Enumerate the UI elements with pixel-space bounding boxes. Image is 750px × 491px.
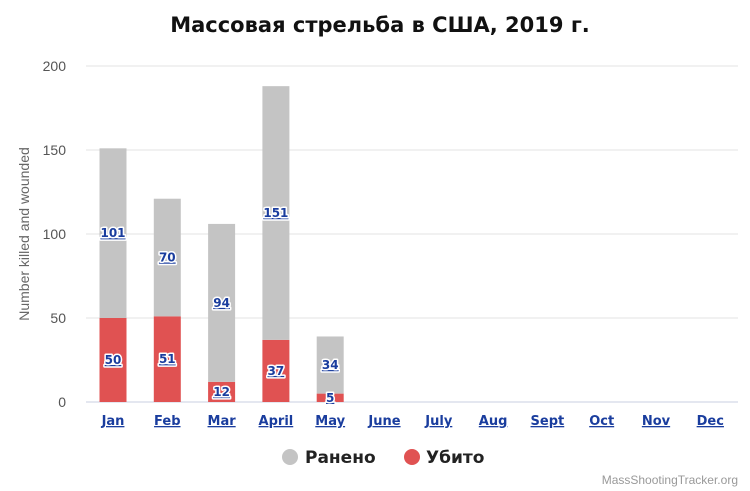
bar-killed-april[interactable] xyxy=(262,339,290,402)
y-axis-label: Number killed and wounded xyxy=(16,147,32,321)
legend-swatch-ranено[interactable] xyxy=(282,449,298,465)
data-label-killed[interactable]: 37 xyxy=(266,362,286,379)
data-label-wounded[interactable]: 101 xyxy=(99,225,127,242)
bar-killed-jan[interactable] xyxy=(99,318,127,402)
data-label-killed[interactable]: 50 xyxy=(103,352,123,369)
x-tick-label-may[interactable]: May xyxy=(315,414,345,429)
y-tick-label: 200 xyxy=(43,58,67,74)
bar-wounded-feb[interactable] xyxy=(153,198,181,317)
data-label-wounded[interactable]: 34 xyxy=(320,357,340,374)
gridlines xyxy=(86,65,738,403)
data-label-killed[interactable]: 12 xyxy=(212,383,232,400)
x-tick-label-sept[interactable]: Sept xyxy=(531,414,565,429)
data-label-wounded[interactable]: 94 xyxy=(212,294,232,311)
x-tick-label-dec[interactable]: Dec xyxy=(697,414,724,429)
data-label-wounded[interactable]: 151 xyxy=(262,205,290,222)
chart-title: Массовая стрельба в США, 2019 г. xyxy=(170,13,590,37)
y-tick-label: 0 xyxy=(58,394,66,410)
legend[interactable]: Ранено Убито xyxy=(282,448,484,468)
x-tick-label-oct[interactable]: Oct xyxy=(589,414,614,429)
data-label-killed[interactable]: 5 xyxy=(325,389,336,406)
y-tick-label: 150 xyxy=(43,142,67,158)
x-tick-label-june[interactable]: June xyxy=(367,414,400,429)
x-tick-label-aug[interactable]: Aug xyxy=(479,414,508,429)
data-label-wounded[interactable]: 70 xyxy=(157,249,177,266)
credit-text[interactable]: MassShootingTracker.org xyxy=(602,473,738,487)
bar-wounded-jan[interactable] xyxy=(99,148,127,318)
bar-wounded-april[interactable] xyxy=(262,86,290,340)
bars xyxy=(99,86,344,402)
legend-label-killed[interactable]: Убито xyxy=(426,448,484,468)
x-tick-label-jan[interactable]: Jan xyxy=(101,414,125,429)
x-tick-label-feb[interactable]: Feb xyxy=(154,414,180,429)
y-axis-ticks: 0 50 100 150 200 xyxy=(43,58,67,410)
y-tick-label: 100 xyxy=(43,226,67,242)
x-axis-ticks: Jan Feb Mar April May June July Aug Sept Oct Nov De… xyxy=(101,414,724,429)
y-tick-label: 50 xyxy=(50,310,66,326)
bar-killed-feb[interactable] xyxy=(153,316,181,402)
bar-wounded-mar[interactable] xyxy=(208,223,236,382)
data-labels: 50 101 51 70 12 94 37 151 5 34 xyxy=(99,205,340,407)
x-tick-label-nov[interactable]: Nov xyxy=(642,414,671,429)
legend-label-wounded[interactable]: Ранено xyxy=(305,448,376,468)
bar-killed-may[interactable] xyxy=(316,393,344,402)
bar-wounded-may[interactable] xyxy=(316,336,344,394)
x-tick-label-april[interactable]: April xyxy=(259,414,294,429)
x-tick-label-july[interactable]: July xyxy=(424,414,453,429)
data-label-killed[interactable]: 51 xyxy=(157,351,177,368)
bar-killed-mar[interactable] xyxy=(208,381,236,402)
legend-swatch-killed[interactable] xyxy=(404,449,420,465)
x-tick-label-mar[interactable]: Mar xyxy=(208,414,237,429)
